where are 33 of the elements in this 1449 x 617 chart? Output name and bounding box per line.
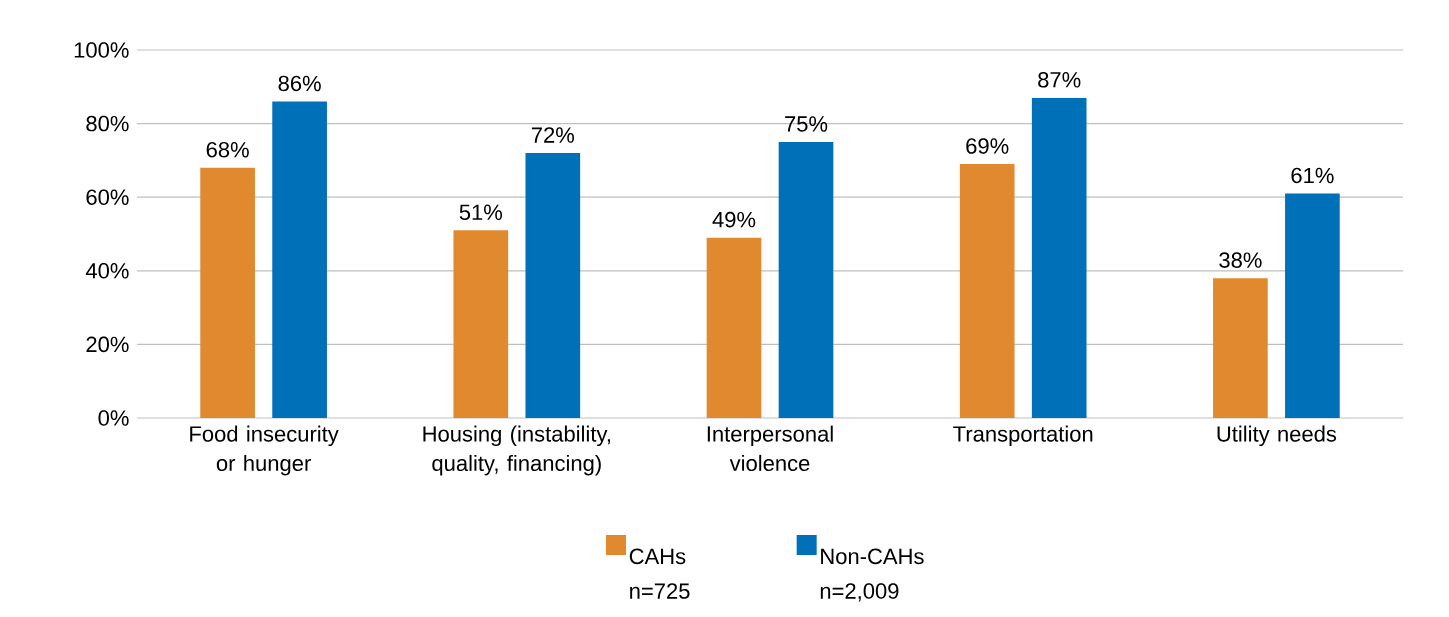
y-tick-label: 100% bbox=[74, 42, 129, 58]
y-tick-label: 20% bbox=[86, 336, 129, 353]
data-label: 49% bbox=[712, 211, 756, 228]
y-tick-label: 80% bbox=[86, 115, 129, 132]
bar bbox=[959, 164, 1015, 418]
data-label: 87% bbox=[1038, 71, 1081, 88]
legend-label: Non-CAHs n=2,009 bbox=[820, 548, 924, 602]
bar bbox=[1031, 97, 1087, 418]
data-label: 75% bbox=[785, 116, 828, 132]
y-tick-label: 60% bbox=[86, 189, 129, 205]
data-label: 61% bbox=[1291, 167, 1334, 184]
bar bbox=[272, 101, 327, 418]
x-tick-label: Food insecurity or hunger bbox=[190, 425, 339, 476]
data-label: 68% bbox=[206, 141, 249, 158]
x-tick-label: Transportation bbox=[953, 425, 1093, 447]
x-tick-label: Interpersonal violence bbox=[707, 425, 833, 472]
bar bbox=[706, 237, 762, 418]
data-label: 72% bbox=[531, 127, 575, 143]
y-tick-label: 0% bbox=[98, 410, 129, 426]
data-label: 51% bbox=[459, 204, 503, 221]
x-tick-label: Utility needs bbox=[1217, 425, 1337, 447]
bar bbox=[200, 167, 255, 418]
data-label: 38% bbox=[1219, 252, 1262, 268]
bar bbox=[1285, 193, 1340, 418]
bar bbox=[453, 230, 509, 418]
x-tick-label: Housing (instability, quality, financing) bbox=[423, 425, 610, 476]
y-tick-label: 40% bbox=[85, 262, 129, 279]
bar bbox=[525, 153, 581, 418]
bar bbox=[778, 141, 834, 418]
data-label: 69% bbox=[966, 138, 1009, 154]
data-label: 86% bbox=[278, 75, 321, 92]
legend-label: CAHs n=725 bbox=[629, 548, 690, 599]
bar bbox=[1213, 278, 1268, 418]
